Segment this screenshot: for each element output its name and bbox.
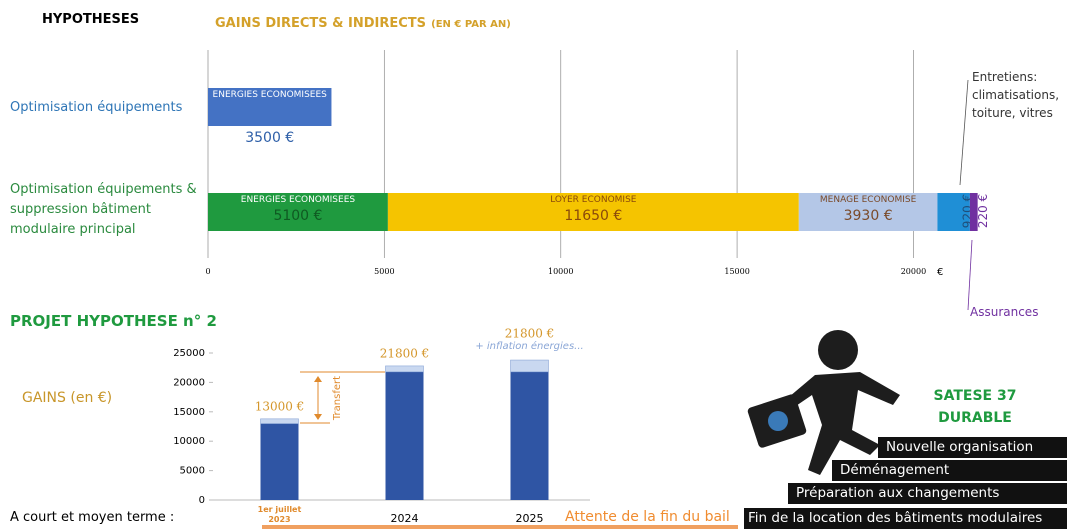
value-label: 21800 € xyxy=(380,346,430,360)
badge-line: SATESE 37 xyxy=(933,388,1017,404)
bar-segment xyxy=(208,193,388,231)
y-axis-label: GAINS (en €) xyxy=(22,390,113,406)
section-label: HYPOTHESES xyxy=(42,12,140,27)
person-icon xyxy=(747,330,900,475)
x-tick-label: 2024 xyxy=(391,512,419,525)
badge: SATESE 37 DURABLE xyxy=(905,385,1045,429)
value-label: 13000 € xyxy=(255,399,305,413)
timeline-label: A court et moyen terme : xyxy=(10,510,175,525)
value-label: 5100 € xyxy=(273,208,323,224)
header-title: GAINS DIRECTS & INDIRECTS xyxy=(215,16,427,31)
step: Déménagement xyxy=(832,460,1067,481)
y-tick-label: 15000 xyxy=(173,407,205,418)
y-tick-label: 0 xyxy=(199,495,205,506)
value-label: 21800 € xyxy=(505,327,555,341)
bar-segment xyxy=(937,193,970,231)
bar-segment xyxy=(208,88,332,126)
step: Préparation aux changements xyxy=(788,483,1067,504)
x-tick-label: 2025 xyxy=(516,512,544,525)
y-tick-label: 5000 xyxy=(180,466,205,477)
x-tick-label: 20000 xyxy=(901,267,926,276)
value-label: 11650 € xyxy=(564,208,623,224)
bar-segment xyxy=(798,193,938,231)
timeline-note: Attente de la fin du bail xyxy=(565,509,730,525)
annotation: Assurances xyxy=(970,305,1039,319)
x-tick-label: 5000 xyxy=(374,267,394,276)
bar-segment xyxy=(387,193,799,231)
x-tick-label: 0 xyxy=(205,267,210,276)
value-label: 220 € xyxy=(976,194,990,228)
bar-cap xyxy=(510,359,549,373)
annotation: Transfert xyxy=(332,376,343,421)
step: Nouvelle organisation xyxy=(878,437,1067,458)
bar-cap xyxy=(385,365,424,373)
chart-title: PROJET HYPOTHESE n° 2 xyxy=(10,312,217,330)
segment-name: MENAGE ECONOMISE xyxy=(819,195,917,205)
segment-name: ENERGIES ECONOMISEES xyxy=(240,195,356,205)
category-label: Optimisation équipements & suppression b… xyxy=(10,182,197,237)
badge-line: DURABLE xyxy=(938,410,1012,426)
bar xyxy=(260,423,299,500)
annotation: Entretiens: climatisations, toiture, vit… xyxy=(972,70,1060,120)
leader-line xyxy=(967,239,973,311)
x-tick-label: 15000 xyxy=(724,267,749,276)
value-label: 3930 € xyxy=(843,208,893,224)
segment-name: LOYER ECONOMISE xyxy=(550,195,637,205)
header: GAINS DIRECTS & INDIRECTS (EN € PAR AN) xyxy=(215,12,511,31)
y-tick-label: 10000 xyxy=(173,436,205,447)
bar-segment xyxy=(969,193,978,231)
header-note: (EN € PAR AN) xyxy=(431,19,511,30)
x-unit: € xyxy=(937,267,943,278)
leader-line xyxy=(959,79,969,186)
value-label: 3500 € xyxy=(245,130,295,146)
x-tick-label: 1er juillet 2023 xyxy=(257,505,302,524)
bar-cap xyxy=(260,418,299,424)
y-tick-label: 25000 xyxy=(173,348,205,359)
segment-name: ENERGIES ECONOMISEES xyxy=(212,90,327,100)
y-tick-label: 20000 xyxy=(173,377,205,388)
bar xyxy=(510,371,549,500)
annotation: + inflation énergies... xyxy=(475,340,583,352)
step: Fin de la location des bâtiments modulai… xyxy=(744,508,1067,529)
bar xyxy=(385,371,424,500)
category-label: Optimisation équipements xyxy=(10,100,183,115)
x-tick-label: 10000 xyxy=(548,267,573,276)
